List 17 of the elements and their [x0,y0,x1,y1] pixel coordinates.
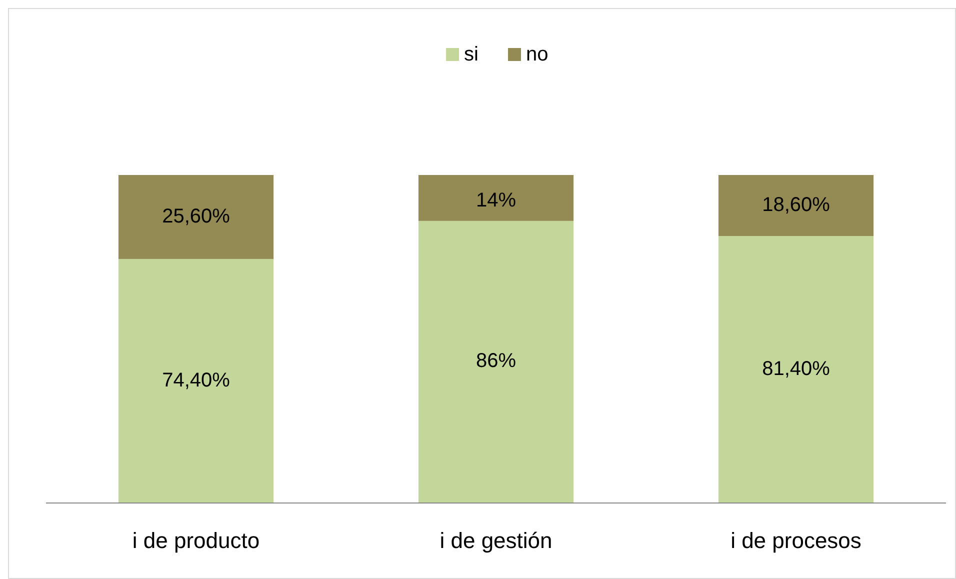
data-label: 14% [476,189,516,212]
x-tick-label: i de producto [132,528,260,553]
data-label: 74,40% [162,369,230,392]
bar [118,175,274,259]
data-label: 86% [476,350,516,372]
x-tick-label: i de procesos [730,528,862,553]
data-label: 81,40% [762,358,830,380]
legend-label: no [526,43,548,66]
bar [718,236,874,503]
legend-label: si [464,43,478,66]
bar [718,175,874,236]
bar [418,175,574,221]
data-label: 18,60% [762,194,830,216]
bar [418,220,574,503]
data-label: 25,60% [162,205,230,228]
bar [118,258,274,503]
x-tick-label: i de gestión [440,528,552,553]
